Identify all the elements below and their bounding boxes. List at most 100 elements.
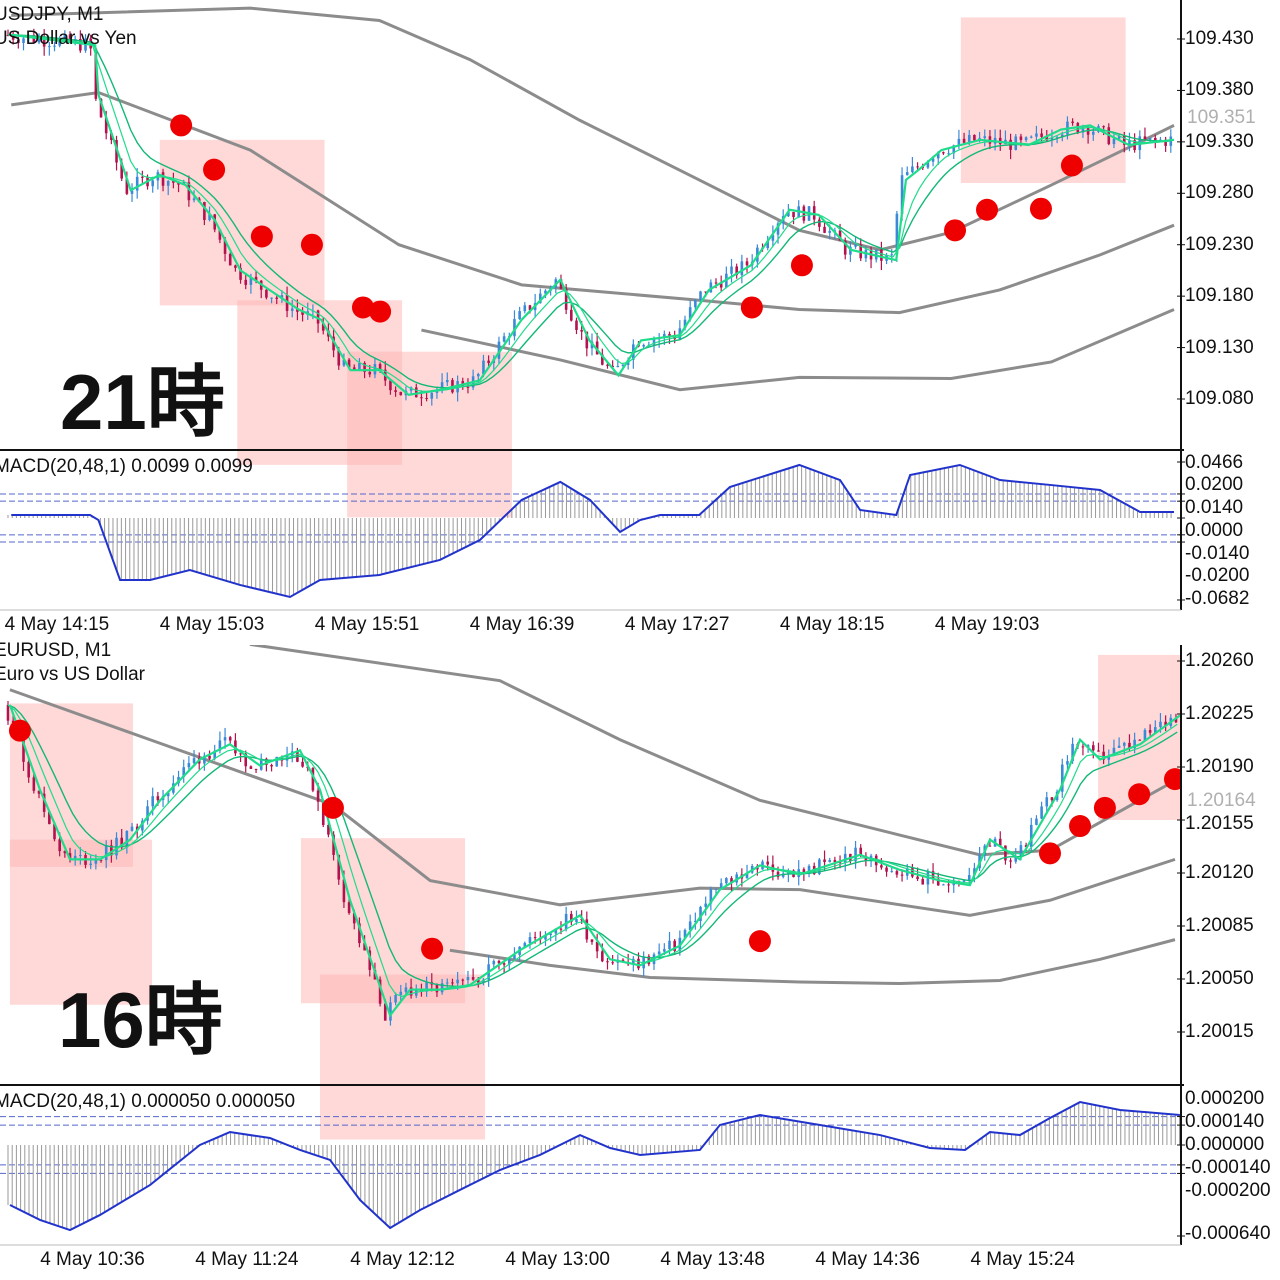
candle-body [1117,745,1121,748]
candle-body [967,134,971,143]
candle-body [1081,746,1085,748]
candle-body [27,761,30,778]
candle-body [389,380,392,391]
candle-body [466,977,470,981]
candle-body [79,855,82,857]
candle-body [275,297,279,299]
time-label: 4 May 15:24 [970,1249,1076,1270]
signal-dot [1164,768,1181,791]
candle-body [714,888,718,890]
candles [6,700,1181,1026]
candle-body [1024,137,1028,141]
candle-body [1102,751,1105,760]
candle-body [890,871,894,873]
candle-body [719,883,723,889]
candle-body [890,254,894,256]
candle-body [895,213,899,255]
candle-body [239,753,242,755]
candle-body [409,387,413,391]
candle-body [601,354,604,365]
candle-body [570,309,573,321]
macd-tick-label: 0.000200 [1185,1088,1265,1109]
candle-body [823,226,826,233]
candle-body [497,341,501,359]
candle-body [802,206,806,221]
candle-body [482,979,485,983]
candle-body [492,960,496,965]
signal-dot [421,937,444,960]
candle-body [1091,745,1095,751]
candle-body [601,951,604,962]
time-label: 4 May 11:24 [195,1249,299,1270]
macd-tick-label: -0.000200 [1185,1180,1271,1201]
candle-body [818,859,821,875]
signal-dot [1069,815,1092,838]
candle-body [42,793,46,812]
candle-body [787,212,790,217]
candle-body [48,46,51,48]
candle-body [1035,133,1038,137]
candle-body [389,1002,392,1021]
candle-body [1004,845,1007,861]
candle-body [1153,137,1157,141]
band-line [249,645,1176,857]
chart-usdjpy [0,0,1185,611]
candle-body [1060,764,1064,792]
candle-body [94,859,98,864]
candle-body [254,768,258,770]
candle-body [239,267,242,280]
price-tick-label: 1.20155 [1185,812,1254,834]
candle-body [642,345,645,347]
signal-dot [944,219,967,242]
signal-dot [351,296,374,319]
candle-body [559,928,563,930]
candle-body [363,943,366,951]
candle-body [327,825,330,835]
candle-body [17,39,20,43]
candle-body [1128,140,1131,145]
signal-dot [790,254,813,277]
candle-body [249,766,253,769]
candle-body [321,801,325,826]
candle-body [1148,730,1152,733]
candle-body [228,253,232,266]
candle-body [445,982,449,984]
candle-body [228,737,232,741]
candle-body [177,182,180,185]
candle-body [962,880,966,882]
candle-body [1060,134,1064,138]
candle-body [1045,797,1049,807]
price-tick-label: 109.180 [1185,285,1254,307]
candle-body [1143,136,1147,140]
band-line [421,308,1175,392]
candle-body [1009,860,1012,862]
candle-body [683,930,687,938]
candle-body [502,336,506,342]
candle-body [342,359,346,366]
candle-body [249,276,253,285]
candle-body [6,704,10,721]
candle-body [394,994,397,1003]
candle-body [352,367,356,370]
candle-body [1102,126,1105,128]
candle-body [182,767,186,777]
price-tick-label: 109.080 [1185,388,1254,409]
candle-body [22,735,25,762]
candle-body [916,876,919,880]
candle-body [290,308,294,311]
current-price-label: 109.351 [1187,107,1256,129]
candle-body [936,152,940,159]
highlight-zone [960,17,1126,184]
candle-body [151,180,155,187]
candle-body [694,920,697,922]
candle-body [828,859,832,863]
signal-dot [300,233,323,256]
candle-body [1112,747,1116,756]
signal-dot [321,796,344,819]
candle-body [451,982,454,984]
candle-body [301,311,304,315]
candle-body [1112,138,1116,145]
candle-body [544,935,547,940]
candles [6,28,1175,406]
